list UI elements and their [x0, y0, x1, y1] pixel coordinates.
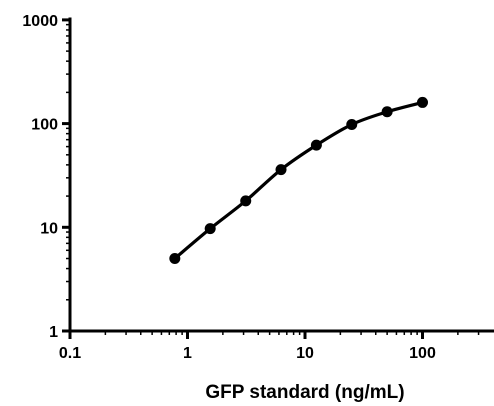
x-tick-label: 1 [183, 345, 192, 362]
data-point [275, 164, 287, 176]
x-axis-title: GFP standard (ng/mL) [205, 382, 404, 403]
data-point [240, 195, 252, 207]
y-tick-label: 10 [40, 220, 58, 237]
data-point [381, 106, 393, 118]
x-tick-label: 100 [409, 345, 436, 362]
x-tick-label: 10 [296, 345, 314, 362]
data-point [169, 253, 181, 265]
series-layer [169, 96, 428, 265]
y-tick-label: 1000 [22, 13, 58, 30]
y-tick-label: 100 [31, 117, 58, 134]
y-tick-label: 1 [49, 324, 58, 341]
data-point [417, 96, 428, 108]
labels: GFP standard (ng/mL) [205, 382, 404, 403]
data-point [204, 223, 216, 235]
series-line [173, 100, 425, 261]
data-point [310, 139, 322, 151]
x-tick-label: 0.1 [59, 345, 81, 362]
data-point [346, 119, 358, 131]
